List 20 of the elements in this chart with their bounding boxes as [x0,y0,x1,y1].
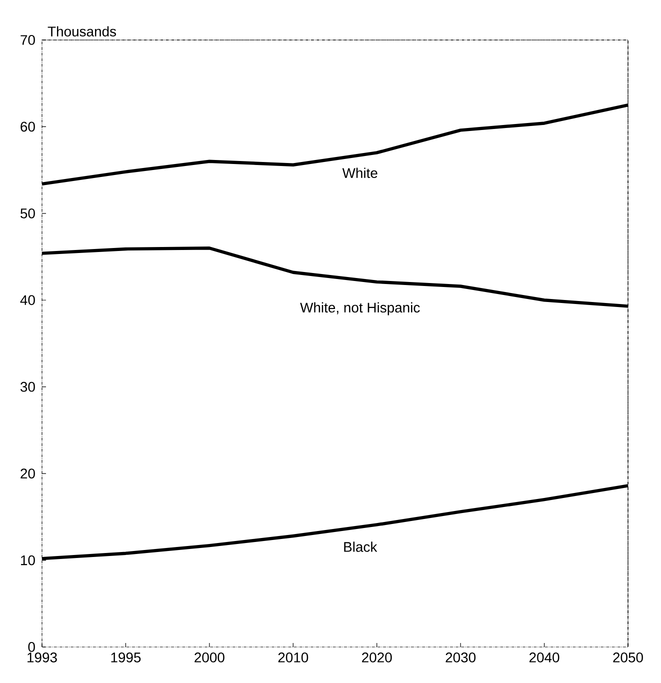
y-tick-label: 20 [20,468,35,479]
x-tick-label: 1995 [111,652,141,662]
series-label: White, not Hispanic [300,302,420,316]
y-tick-label: 50 [20,208,35,218]
x-tick-label: 2000 [194,652,224,662]
x-tick-label: 2050 [613,652,643,662]
y-tick-label: 40 [20,295,35,306]
x-tick-label: 2030 [446,652,476,662]
x-tick-label: 2010 [278,652,308,662]
x-tick-label: 2040 [529,652,560,662]
y-axis-title: Thousands [48,26,116,36]
x-tick-label: 1993 [28,652,57,662]
series-label: Black [344,542,378,552]
y-tick-label: 70 [20,35,35,45]
y-tick-label: 10 [21,555,35,566]
x-tick-label: 2020 [362,652,392,662]
series-label: White [342,168,378,178]
y-tick-label: 60 [20,122,35,132]
y-tick-label: 30 [20,382,35,392]
y-tick-label: 0 [28,642,35,652]
